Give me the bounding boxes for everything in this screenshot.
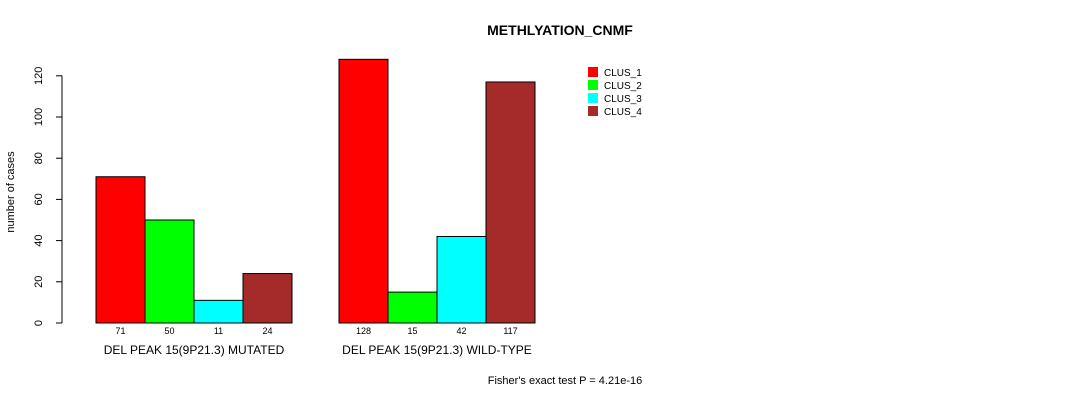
bar-value-label: 15 (407, 326, 417, 336)
bars (95, 58, 536, 324)
legend: CLUS_1 CLUS_2 CLUS_3 CLUS_4 (588, 67, 642, 118)
group-label: DEL PEAK 15(9P21.3) WILD-TYPE (342, 343, 532, 357)
bar-clus-4 (485, 81, 536, 324)
bar-value-label: 128 (356, 326, 371, 336)
group-labels: DEL PEAK 15(9P21.3) MUTATED DEL PEAK 15(9… (104, 343, 532, 357)
fisher-test-footnote: Fisher's exact test P = 4.21e-16 (488, 375, 642, 387)
legend-swatch (588, 80, 598, 90)
bar-value-label: 24 (262, 326, 272, 336)
bar-clus-2 (387, 291, 438, 324)
legend-swatch (588, 106, 598, 116)
bar-clus-3 (193, 299, 244, 324)
legend-swatch (588, 93, 598, 103)
bar-clus-2 (144, 219, 195, 324)
value-labels: 71 50 11 24 128 15 42 117 (115, 326, 517, 336)
bar-clus-3 (436, 235, 487, 324)
legend-entry: CLUS_2 (604, 81, 642, 92)
y-tick-label: 100 (33, 108, 45, 126)
bar-value-label: 42 (456, 326, 466, 336)
bar-value-label: 11 (214, 326, 223, 336)
y-tick-label: 60 (33, 193, 45, 205)
legend-entry: CLUS_3 (604, 94, 642, 105)
y-tick-label: 20 (33, 276, 45, 288)
bar-clus-1 (338, 58, 389, 324)
bar-clus-4 (242, 273, 293, 324)
y-tick-label: 120 (33, 67, 45, 85)
bar-value-label: 50 (164, 326, 174, 336)
group-label: DEL PEAK 15(9P21.3) MUTATED (104, 343, 285, 357)
y-tick-label: 80 (33, 152, 45, 164)
bar-value-label: 71 (115, 326, 125, 336)
bar-value-label: 117 (503, 326, 517, 336)
legend-swatch (588, 67, 598, 77)
y-axis-label: number of cases (5, 151, 17, 233)
legend-entry: CLUS_4 (604, 107, 642, 118)
y-axis: 0 20 40 60 80 100 120 (33, 67, 63, 326)
chart-title: METHLYATION_CNMF (487, 22, 633, 38)
legend-entry: CLUS_1 (604, 68, 642, 79)
bar-clus-1 (95, 176, 146, 324)
y-tick-label: 40 (33, 234, 45, 246)
y-tick-label: 0 (33, 320, 45, 326)
